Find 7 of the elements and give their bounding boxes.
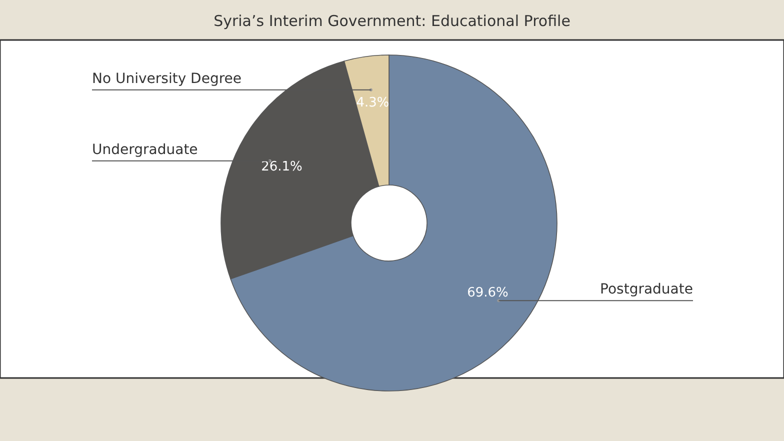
chart-title: Syria’s Interim Government: Educational Profile xyxy=(214,12,570,30)
data-label: 26.1% xyxy=(261,160,302,175)
slice-label: Postgraduate xyxy=(600,282,693,298)
slice-label: No University Degree xyxy=(92,70,242,87)
data-label: 4.3% xyxy=(356,96,390,111)
data-label: 69.6% xyxy=(467,285,508,300)
slice-label: Undergraduate xyxy=(92,142,198,158)
